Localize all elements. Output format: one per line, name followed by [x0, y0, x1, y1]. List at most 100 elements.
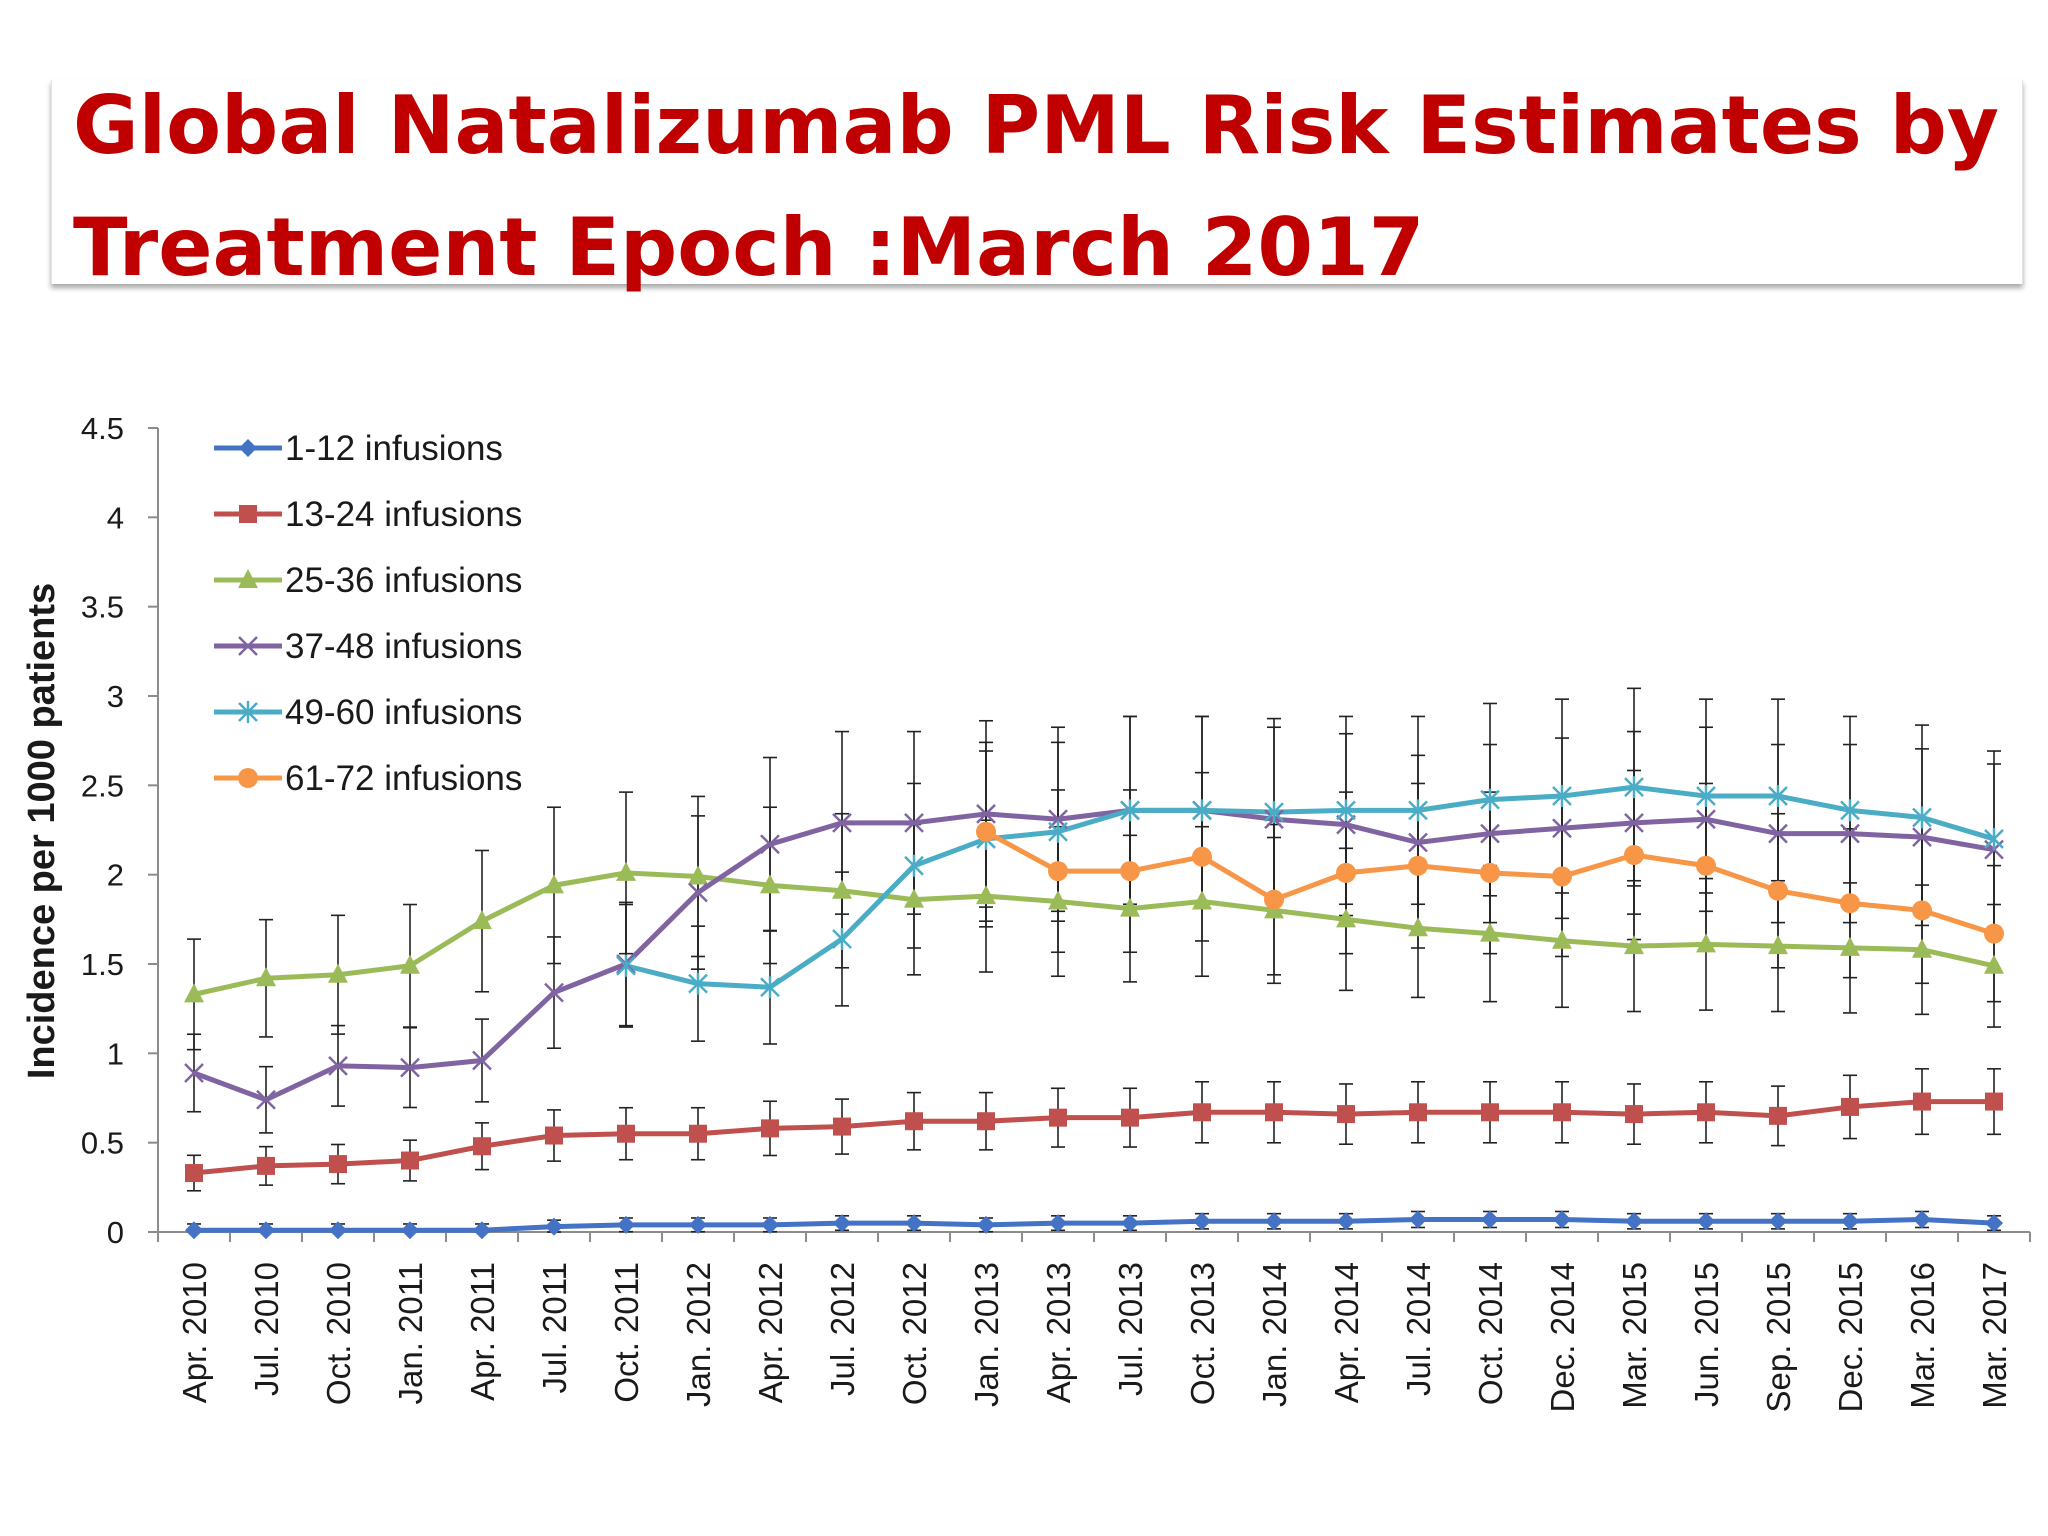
- data-point: [401, 1151, 419, 1170]
- chart-axes: 0 0.5 1 1.5 2 2.5 3 3.5 4 4.5 Apr. 2010 Jul. 2010 Oc…: [81, 411, 2031, 1412]
- legend-marker: [238, 569, 258, 588]
- data-point: [1985, 1214, 2003, 1233]
- data-point: [977, 1215, 995, 1234]
- data-point: [832, 927, 852, 950]
- data-point: [473, 1137, 491, 1156]
- data-point: [689, 1124, 707, 1143]
- y-tick-label: 4: [107, 500, 124, 535]
- x-tick-label: Apr. 2010: [176, 1262, 213, 1403]
- data-point: [1840, 893, 1860, 914]
- data-point: [473, 1221, 491, 1240]
- data-point: [544, 874, 564, 894]
- x-tick-label: Jul. 2011: [536, 1262, 573, 1393]
- y-tick-label: 2: [107, 858, 124, 893]
- data-point: [1840, 823, 1860, 844]
- data-point: [1624, 845, 1644, 866]
- data-point: [976, 821, 996, 842]
- data-point: [977, 1112, 995, 1131]
- x-tick-label: Jan. 2014: [1256, 1262, 1293, 1407]
- legend-marker: [239, 505, 257, 523]
- y-tick-label: 3: [107, 679, 124, 714]
- data-point: [1481, 1210, 1499, 1229]
- data-point: [1264, 801, 1284, 824]
- data-point: [1409, 1210, 1427, 1229]
- x-tick-label: Jan. 2013: [968, 1262, 1005, 1407]
- y-tick-label: 2.5: [81, 768, 124, 803]
- data-point: [1552, 785, 1572, 808]
- data-point: [1913, 1210, 1931, 1229]
- data-point: [1768, 785, 1788, 808]
- x-tick-label: Apr. 2012: [752, 1262, 789, 1403]
- data-point: [760, 834, 780, 855]
- data-point: [1192, 890, 1212, 910]
- data-point: [257, 1156, 275, 1175]
- data-point: [1048, 861, 1068, 882]
- x-tick-label: Mar. 2017: [1976, 1262, 2013, 1409]
- data-point: [1697, 1212, 1715, 1231]
- data-point: [256, 1089, 276, 1110]
- data-point: [329, 1221, 347, 1240]
- x-tick-label: Jul. 2013: [1112, 1262, 1149, 1396]
- data-point: [1408, 855, 1428, 876]
- data-point: [1408, 832, 1428, 853]
- data-point: [1912, 938, 1932, 958]
- data-point: [761, 1215, 779, 1234]
- data-point: [1841, 1097, 1859, 1116]
- x-tick-label: Mar. 2016: [1904, 1262, 1941, 1409]
- data-point: [689, 1215, 707, 1234]
- data-point: [1768, 823, 1788, 844]
- data-point: [1840, 799, 1860, 822]
- data-point: [1049, 1214, 1067, 1233]
- data-point: [184, 983, 204, 1003]
- data-point: [1120, 897, 1140, 917]
- data-point: [1696, 855, 1716, 876]
- data-point: [1048, 820, 1068, 843]
- data-point: [1048, 890, 1068, 910]
- series-line-2: [193, 1099, 1994, 1176]
- data-point: [1912, 827, 1932, 848]
- data-point: [688, 972, 708, 995]
- data-point: [904, 854, 924, 877]
- series-line-4: [193, 807, 1995, 1103]
- chart-legend: 1-12 infusions 13-24 infusions 25-36 infus…: [214, 429, 522, 798]
- data-point: [1912, 806, 1932, 829]
- data-point: [1409, 1103, 1427, 1122]
- y-tick-label: 1: [107, 1036, 124, 1071]
- data-point: [760, 976, 780, 999]
- data-point: [1552, 929, 1572, 949]
- data-point: [1768, 880, 1788, 901]
- y-tick-label: 3.5: [81, 590, 124, 625]
- data-point: [1985, 1092, 2003, 1111]
- x-tick-label: Oct. 2014: [1472, 1262, 1509, 1405]
- data-point: [1336, 814, 1356, 835]
- data-point: [1624, 776, 1644, 799]
- data-point: [1984, 954, 2004, 974]
- data-point: [1336, 862, 1356, 883]
- legend-marker: [239, 439, 257, 457]
- x-tick-label: Oct. 2011: [608, 1262, 645, 1403]
- x-tick-label: Sep. 2015: [1760, 1262, 1797, 1412]
- legend-marker: [238, 701, 258, 723]
- data-point: [1553, 1103, 1571, 1122]
- series-markers: [184, 776, 2004, 1240]
- data-point: [617, 1215, 635, 1234]
- y-tick-label: 4.5: [81, 411, 124, 446]
- slide-title-line-2: Treatment Epoch :March 2017: [73, 201, 1425, 294]
- series-line-1: [194, 1216, 1995, 1233]
- data-point: [976, 804, 996, 824]
- data-point: [1553, 1210, 1571, 1229]
- data-point: [185, 1221, 203, 1240]
- data-point: [1120, 799, 1140, 822]
- x-tick-label: Jan. 2011: [392, 1262, 429, 1405]
- x-tick-label: Jul. 2010: [248, 1262, 285, 1396]
- data-point: [1337, 1105, 1355, 1124]
- legend-label: 25-36 infusions: [285, 561, 522, 600]
- data-point: [833, 1214, 851, 1233]
- data-point: [472, 910, 492, 930]
- data-point: [1480, 862, 1500, 883]
- data-point: [545, 1126, 563, 1145]
- x-tick-label: Apr. 2013: [1040, 1262, 1077, 1403]
- data-point: [545, 1217, 563, 1236]
- data-point: [329, 1155, 347, 1174]
- data-point: [1265, 1103, 1283, 1122]
